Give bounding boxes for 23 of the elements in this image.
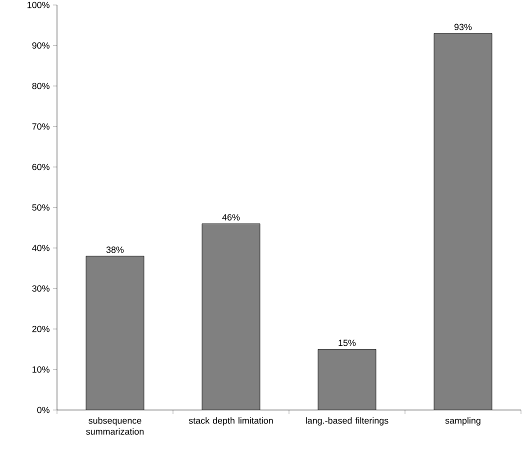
y-tick-label: 90% bbox=[32, 42, 50, 49]
data-label: 46% bbox=[222, 214, 240, 221]
data-label: 15% bbox=[338, 340, 356, 346]
y-tick-label: 40% bbox=[32, 244, 50, 252]
y-tick-label: 0% bbox=[37, 406, 50, 414]
bar bbox=[434, 33, 492, 410]
y-tick-label: 80% bbox=[32, 82, 50, 90]
x-tick-label: lang.-based filterings bbox=[306, 417, 388, 426]
bar bbox=[318, 349, 376, 410]
y-tick-label: 70% bbox=[32, 123, 50, 130]
y-tick-label: 10% bbox=[32, 366, 50, 373]
x-tick-label: subsequence summarization bbox=[86, 417, 144, 435]
y-tick-label: 50% bbox=[32, 204, 50, 211]
y-tick-label: 60% bbox=[32, 164, 50, 170]
y-tick-label: 20% bbox=[32, 326, 50, 332]
bar bbox=[86, 256, 144, 410]
data-label: 93% bbox=[454, 24, 472, 30]
x-tick-label: sampling bbox=[445, 417, 480, 426]
y-tick-label: 30% bbox=[32, 285, 50, 292]
bar bbox=[202, 224, 260, 410]
data-label: 38% bbox=[106, 246, 124, 253]
x-tick-label: stack depth limitation bbox=[188, 417, 273, 426]
y-tick-label: 100% bbox=[28, 2, 50, 8]
